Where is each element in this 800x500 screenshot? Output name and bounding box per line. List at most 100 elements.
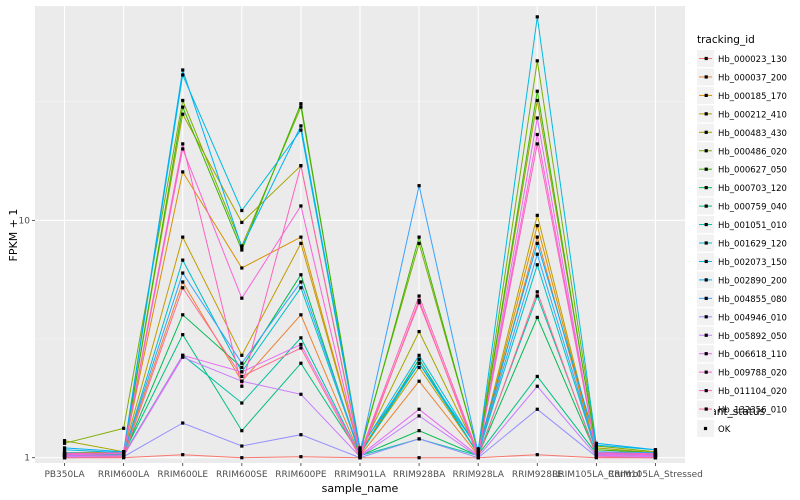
point-Hb_000483_430-0 [62,439,67,443]
point-Hb_002073_150-2 [181,73,185,77]
point-Hb_132356_010-6 [417,298,421,303]
point-Hb_004946_010-6 [417,437,421,441]
point-Hb_000627_050-3 [240,248,244,252]
legend-key-point-Hb_004855_080 [704,296,708,300]
point-Hb_006618_110-2 [181,353,185,357]
legend-label-Hb_004855_080: Hb_004855_080 [718,295,787,305]
point-Hb_009788_020-3 [240,296,244,300]
legend-label-Hb_001629_120: Hb_001629_120 [718,240,787,250]
point-Hb_000703_120-4 [299,273,303,277]
legend-label-Hb_001051_010: Hb_001051_010 [718,221,787,231]
point-Hb_000023_130-6 [417,456,421,460]
point-Hb_005892_050-6 [417,414,421,418]
x-tick-label-2: RRIM600LE [157,470,208,480]
point-Hb_002890_200-6 [417,361,421,365]
point-Hb_000759_040-8 [535,374,539,379]
point-Hb_006618_110-8 [535,116,539,120]
point-Hb_000212_410-2 [181,235,185,239]
legend-title: tracking_id [697,34,755,46]
legend-key-point-Hb_001629_120 [704,241,708,245]
point-Hb_000627_050-2 [181,105,185,109]
point-Hb_000703_120-2 [181,313,185,317]
point-Hb_000037_200-2 [181,280,185,284]
point-Hb_132356_010-5 [358,456,362,460]
point-Hb_002890_200-9 [594,441,598,445]
point-Hb_005892_050-3 [240,379,244,383]
point-Hb_005892_050-2 [181,355,185,359]
point-Hb_011104_020-0 [62,452,67,456]
point-Hb_132356_010-8 [535,290,539,294]
point-Hb_000483_430-6 [417,329,421,334]
point-Hb_004946_010-8 [535,407,539,411]
point-Hb_000486_020-1 [122,426,126,430]
point-Hb_002890_200-4 [299,124,303,128]
point-Hb_000627_050-4 [299,102,303,106]
legend-label-Hb_011104_020: Hb_011104_020 [718,387,787,397]
point-Hb_000627_050-9 [594,448,598,452]
legend-key-point-Hb_009788_020 [704,370,708,374]
point-Hb_002890_200-2 [181,68,185,72]
point-Hb_132356_010-2 [181,286,185,290]
point-Hb_000486_020-2 [181,98,185,103]
y-tick-label-0: 1 [24,454,30,464]
point-Hb_011104_020-7 [476,452,480,456]
legend-label-Hb_000703_120: Hb_000703_120 [718,184,787,194]
x-tick-label-9: RRIM105LA_Control [552,470,641,480]
x-tick-label-1: RRIM600LA [98,470,150,480]
legend-label-Hb_004946_010: Hb_004946_010 [718,313,787,323]
point-Hb_011104_020-2 [181,142,185,146]
legend-key-point-Hb_004946_010 [704,315,708,319]
point-Hb_001629_120-8 [535,263,539,267]
point-Hb_005892_050-8 [535,384,539,388]
legend-label-Hb_000486_020: Hb_000486_020 [718,147,787,157]
point-Hb_002890_200-7 [476,447,480,451]
legend-key-point-Hb_000759_040 [704,204,708,208]
point-Hb_011104_020-4 [299,164,303,168]
point-Hb_132356_010-9 [594,455,598,459]
point-Hb_000703_120-3 [240,365,244,370]
point-Hb_132356_010-7 [476,456,480,460]
point-Hb_006618_110-6 [417,407,421,411]
point-Hb_002890_200-0 [62,446,67,450]
point-Hb_132356_010-0 [62,456,67,460]
point-Hb_009788_020-4 [299,204,303,208]
point-Hb_009788_020-6 [417,301,421,305]
legend-label-Hb_000483_430: Hb_000483_430 [718,129,787,139]
point-Hb_001051_010-4 [299,336,303,340]
legend-key-point-Hb_000023_130 [704,56,708,61]
point-Hb_009788_020-2 [181,147,185,151]
point-Hb_002073_150-6 [417,353,421,357]
legend-label-Hb_006618_110: Hb_006618_110 [718,350,787,360]
legend-label-Hb_132356_010: Hb_132356_010 [718,406,787,416]
point-Hb_002890_200-5 [358,446,362,450]
point-Hb_004946_010-4 [299,433,303,437]
point-Hb_000037_200-8 [535,235,539,239]
point-Hb_006618_110-3 [240,370,244,374]
point-Hb_011104_020-6 [417,294,421,298]
legend-label-Hb_000759_040: Hb_000759_040 [718,203,787,213]
point-Hb_011104_020-8 [535,142,539,146]
point-Hb_006618_110-4 [299,342,303,347]
legend-key-point-Hb_132356_010 [704,407,708,411]
point-Hb_000185_170-3 [240,266,244,270]
point-Hb_000185_170-8 [535,224,539,228]
point-Hb_000212_410-8 [535,213,539,217]
point-Hb_004855_080-4 [299,280,303,284]
point-Hb_000023_130-2 [181,453,185,457]
point-Hb_132356_010-3 [240,374,244,379]
point-Hb_000037_200-6 [417,379,421,383]
point-Hb_001051_010-3 [240,401,244,405]
point-Hb_002073_150-4 [299,128,303,132]
point-Hb_004855_080-8 [535,252,539,256]
point-Hb_004946_010-3 [240,444,244,448]
point-Hb_011104_020-1 [122,451,126,455]
legend-key-point-Hb_000212_410 [704,112,708,116]
point-Hb_000212_410-4 [299,241,303,245]
legend-key-point-Hb_000486_020 [704,149,708,153]
point-Hb_000185_170-2 [181,170,185,174]
x-tick-label-5: RRIM901LA [334,470,386,480]
legend-label-Hb_005892_050: Hb_005892_050 [718,332,787,342]
legend-key-point-Hb_006618_110 [704,352,708,356]
point-Hb_132356_010-1 [122,455,126,459]
